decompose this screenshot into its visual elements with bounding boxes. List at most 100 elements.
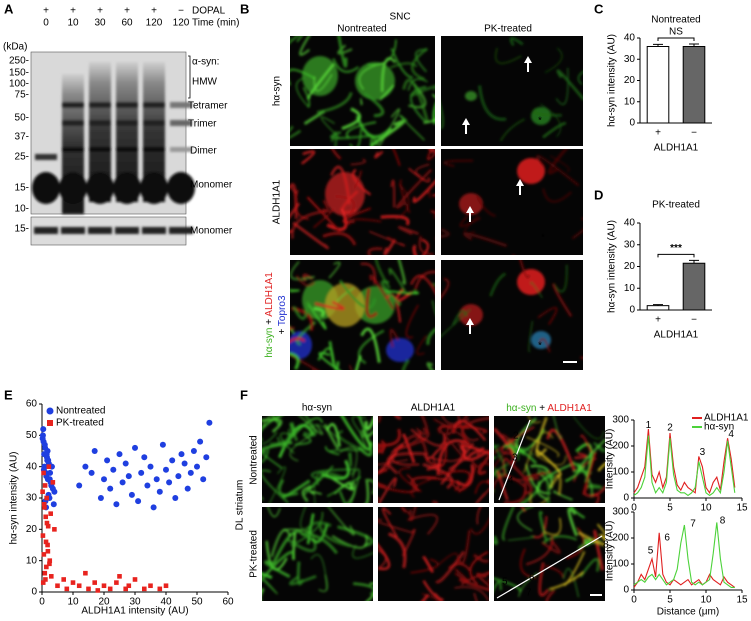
- fiber: [358, 62, 385, 90]
- fiber: [330, 131, 338, 146]
- bar: [646, 305, 670, 311]
- fiber: [366, 430, 373, 438]
- fiber: [357, 329, 385, 365]
- micrograph-signal: [494, 416, 605, 503]
- point: [107, 485, 114, 492]
- bracket: [188, 55, 191, 99]
- fiber: [476, 507, 482, 525]
- peak-label: 1: [646, 420, 652, 431]
- fiber: [388, 268, 407, 292]
- fiber: [290, 186, 297, 194]
- fiber: [374, 260, 391, 290]
- fiber: [342, 207, 372, 224]
- fiber: [393, 427, 430, 452]
- y-axis-title: hα-syn intensity (AU): [9, 451, 20, 544]
- fiber: [486, 478, 489, 483]
- treatment: +: [97, 6, 103, 17]
- fiber: [301, 485, 312, 503]
- fiber: [364, 417, 373, 431]
- column-label: hα-syn + ALDH1A1: [506, 403, 592, 414]
- cell: [459, 304, 483, 326]
- fiber: [395, 183, 410, 220]
- fiber: [538, 337, 551, 353]
- fiber: [410, 428, 446, 447]
- mw-marker: 75-: [15, 90, 29, 101]
- smear: [89, 62, 111, 202]
- asterisk: *: [538, 341, 542, 352]
- fiber: [349, 128, 362, 146]
- point: [40, 533, 46, 538]
- bar: [682, 262, 706, 311]
- band: [62, 120, 84, 126]
- panel-letter: E: [4, 387, 13, 402]
- point: [41, 552, 47, 557]
- y-tick-label: 30: [26, 493, 38, 504]
- monomer: [32, 172, 60, 204]
- x-tick-label: 0: [39, 597, 45, 608]
- fiber: [337, 525, 373, 548]
- fiber: [398, 467, 422, 493]
- fiber: [328, 261, 341, 279]
- point: [114, 580, 119, 585]
- fiber: [290, 68, 316, 86]
- fiber: [306, 513, 315, 545]
- treatment: +: [124, 6, 130, 17]
- fiber: [328, 341, 340, 370]
- fiber: [350, 158, 366, 166]
- fiber: [290, 202, 301, 234]
- mw-marker: 250-: [9, 56, 29, 67]
- fiber: [475, 196, 496, 218]
- point: [47, 469, 54, 476]
- fiber: [408, 167, 430, 183]
- point: [159, 441, 166, 448]
- profile-number: 8: [603, 540, 609, 551]
- fiber: [397, 260, 406, 285]
- fiber: [289, 575, 317, 586]
- fiber: [360, 262, 377, 285]
- fiber: [441, 308, 471, 338]
- x-tick-label: 15: [736, 595, 748, 606]
- band: [35, 154, 57, 160]
- region-label: DL striatum: [235, 480, 246, 531]
- profile-number: 3: [512, 453, 518, 464]
- y-axis-title: hα-syn intensity (AU): [607, 34, 618, 127]
- peak-label: 4: [728, 429, 734, 440]
- fiber: [538, 510, 548, 541]
- point: [163, 583, 169, 589]
- point: [123, 586, 128, 592]
- profile-number: 4: [508, 476, 514, 487]
- x-axis-title: ALDH1A1: [654, 143, 699, 154]
- row-label: Nontreated: [249, 435, 260, 484]
- error-bar: [653, 43, 663, 47]
- fiber: [290, 326, 294, 335]
- smear: [143, 62, 165, 202]
- point: [61, 577, 66, 582]
- fiber: [357, 416, 373, 457]
- fiber: [582, 485, 605, 498]
- point: [141, 454, 148, 461]
- fiber: [412, 244, 418, 255]
- time: 120: [146, 18, 163, 29]
- fiber: [347, 218, 382, 226]
- cell: [355, 62, 395, 100]
- fiber: [579, 356, 583, 360]
- fiber: [418, 235, 434, 255]
- fiber: [422, 463, 454, 490]
- fiber: [501, 507, 515, 541]
- point: [128, 491, 135, 498]
- fiber: [552, 490, 573, 501]
- fiber: [549, 475, 562, 496]
- point: [50, 501, 57, 508]
- fiber: [509, 36, 524, 47]
- fiber: [380, 280, 402, 307]
- fiber: [390, 179, 396, 208]
- point: [163, 466, 169, 473]
- band-label: α-syn:: [192, 57, 219, 68]
- fiber: [457, 530, 471, 565]
- chart-title: Nontreated: [651, 15, 700, 26]
- point: [44, 520, 50, 526]
- y-tick-label: 40: [26, 461, 38, 472]
- fiber: [407, 78, 428, 91]
- fiber: [507, 535, 535, 541]
- fiber: [435, 550, 465, 584]
